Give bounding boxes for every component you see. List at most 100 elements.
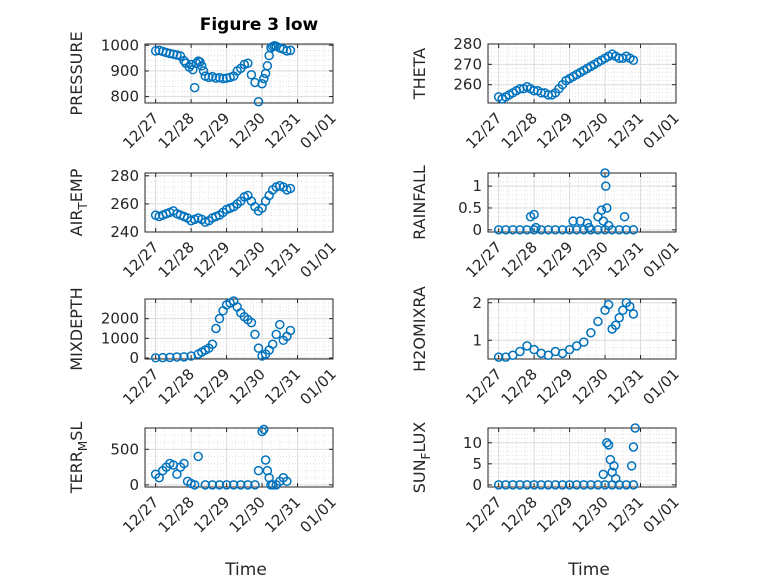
data-point	[282, 46, 292, 56]
data-point	[602, 438, 612, 448]
data-point	[243, 480, 253, 490]
x-tick-label: 01/01	[640, 493, 683, 536]
data-point	[571, 341, 582, 351]
data-point	[259, 424, 269, 435]
data-point	[603, 220, 614, 231]
x-tick-label: 12/31	[261, 493, 304, 536]
y-tick-label: 0	[472, 221, 482, 239]
data-point	[543, 225, 554, 235]
x-tick-label: 01/01	[297, 109, 340, 152]
data-point	[626, 461, 637, 471]
data-point	[529, 480, 539, 490]
data-point	[211, 73, 221, 83]
data-point	[610, 320, 621, 330]
x-tick-label: 01/01	[297, 493, 340, 536]
data-point	[586, 480, 596, 490]
x-tick-label: 12/27	[462, 109, 505, 152]
x-tick-label: 12/30	[569, 238, 612, 281]
data-point	[614, 225, 624, 235]
y-axis-label: SUNFLUX	[410, 422, 433, 494]
y-tick-label: 800	[110, 88, 139, 106]
x-axis-label-left: Time	[224, 560, 267, 580]
y-tick-label: 1000	[101, 329, 139, 347]
data-point	[522, 225, 532, 235]
y-axis-label: THETA	[410, 48, 429, 100]
data-point	[493, 225, 504, 235]
data-point	[259, 73, 269, 84]
x-tick-label: 12/30	[226, 109, 269, 152]
data-point	[253, 343, 264, 353]
y-tick-label: 260	[453, 76, 482, 94]
data-point	[236, 480, 246, 490]
axes-box	[487, 172, 677, 233]
data-point	[628, 442, 639, 452]
data-point	[204, 72, 214, 83]
data-point	[621, 480, 632, 490]
axes-box	[144, 43, 334, 104]
x-tick-label: 12/30	[226, 365, 269, 408]
data-point	[189, 480, 200, 490]
data-point	[221, 480, 232, 490]
data-point	[197, 61, 207, 71]
data-point	[257, 79, 267, 89]
y-tick-label: 240	[110, 223, 139, 241]
x-tick-label: 12/30	[226, 493, 269, 536]
data-point	[628, 55, 639, 66]
x-tick-label: 12/31	[604, 365, 647, 408]
data-point	[285, 183, 296, 194]
data-point	[253, 465, 264, 476]
x-tick-label: 12/31	[604, 109, 647, 152]
data-point	[189, 82, 200, 93]
y-tick-label: 0	[472, 476, 482, 494]
data-point	[515, 225, 525, 235]
x-tick-label: 12/27	[119, 238, 162, 281]
data-point	[584, 222, 594, 233]
data-point	[193, 451, 203, 462]
data-point	[165, 352, 175, 363]
y-tick-label: 1	[472, 331, 482, 349]
data-point	[601, 181, 611, 191]
data-point	[150, 353, 161, 363]
x-tick-label: 12/27	[119, 365, 162, 408]
data-point	[515, 346, 525, 357]
x-axis-label-right: Time	[567, 560, 610, 580]
x-tick-label: 12/31	[261, 238, 304, 281]
y-axis-label: H2OMIXRA	[410, 286, 429, 372]
data-point	[508, 350, 518, 360]
axes-box	[144, 427, 334, 488]
data-point	[150, 46, 161, 56]
data-point	[610, 473, 621, 484]
data-point	[593, 225, 603, 235]
data-point	[557, 225, 568, 235]
data-point	[243, 58, 253, 68]
x-tick-label: 12/29	[533, 109, 576, 152]
data-point	[529, 209, 539, 220]
data-point	[157, 352, 168, 363]
data-point	[529, 344, 539, 355]
data-point	[522, 341, 532, 351]
figure-title: Figure 3 low	[200, 15, 319, 35]
data-point	[625, 301, 635, 312]
x-tick-label: 12/29	[190, 238, 233, 281]
y-tick-label: 5	[472, 455, 482, 473]
data-point	[557, 348, 568, 359]
x-tick-label: 12/28	[155, 365, 198, 408]
x-tick-label: 01/01	[640, 238, 683, 281]
x-tick-label: 12/28	[498, 109, 541, 152]
y-tick-label: 900	[110, 62, 139, 80]
data-point	[179, 458, 189, 469]
data-point	[598, 216, 609, 226]
data-point	[596, 205, 607, 215]
x-tick-label: 12/28	[498, 238, 541, 281]
data-point	[571, 225, 582, 235]
x-tick-label: 12/27	[119, 109, 162, 152]
data-point	[172, 352, 182, 362]
x-tick-label: 12/28	[155, 109, 198, 152]
y-tick-label: 1	[472, 177, 482, 195]
data-point	[579, 480, 589, 490]
y-tick-label: 0	[129, 349, 139, 367]
axes-box	[144, 298, 334, 360]
x-tick-label: 12/30	[569, 493, 612, 536]
data-point	[500, 225, 511, 235]
